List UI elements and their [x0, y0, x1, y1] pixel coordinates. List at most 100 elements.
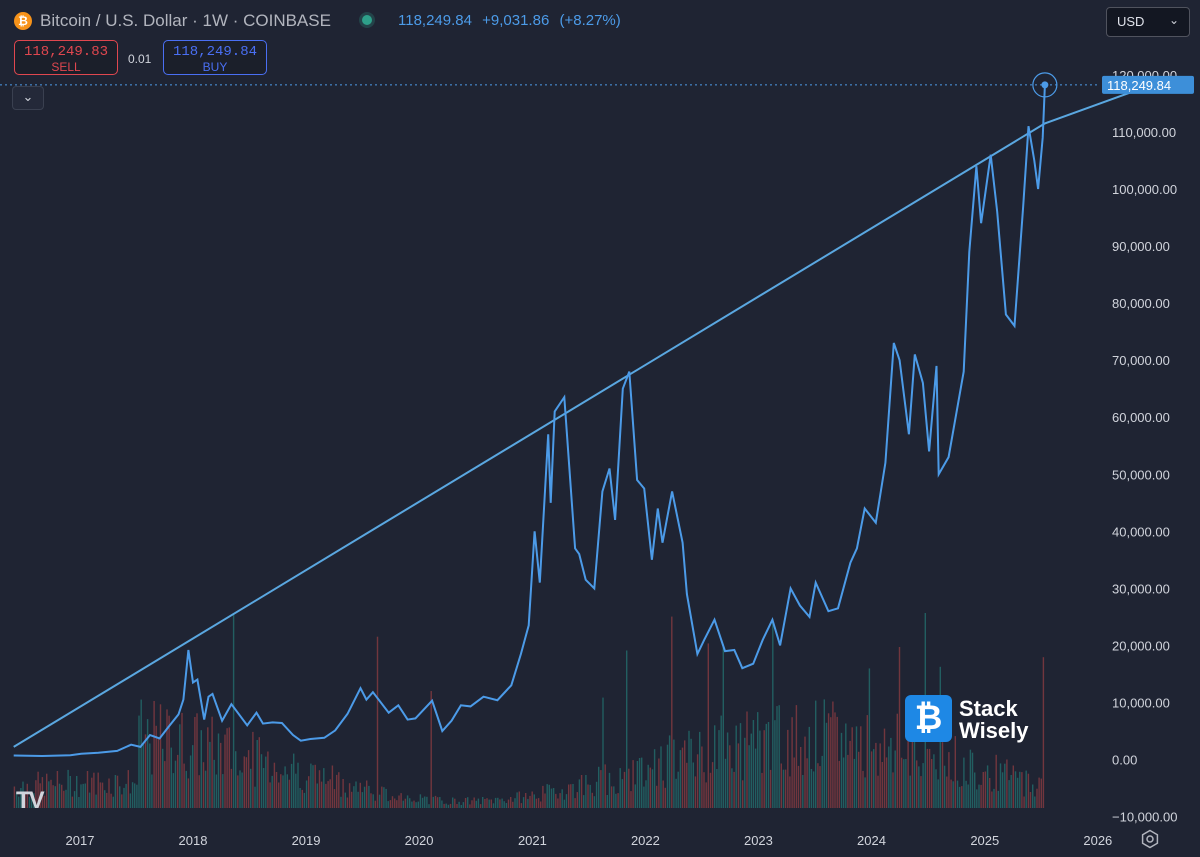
volume-bar: [1042, 657, 1045, 808]
volume-bar: [909, 775, 911, 808]
currency-select[interactable]: USD ⌄: [1106, 7, 1190, 37]
symbol-title[interactable]: Bitcoin / U.S. Dollar · 1W · COINBASE: [40, 11, 331, 30]
volume-bar: [308, 776, 310, 808]
x-tick-label: 2020: [405, 833, 434, 848]
volume-bar: [54, 786, 56, 808]
volume-bar: [1012, 765, 1014, 808]
x-tick-label: 2018: [179, 833, 208, 848]
volume-bar: [574, 798, 576, 808]
volume-bar: [213, 759, 215, 808]
volume-bar: [316, 783, 318, 808]
volume-bar: [563, 799, 566, 808]
volume-bar: [986, 765, 989, 808]
trendline[interactable]: [13, 83, 1155, 748]
volume-bar: [903, 759, 905, 808]
volume-bar: [989, 778, 991, 808]
volume-bar: [230, 768, 233, 808]
volume-bar: [576, 792, 578, 808]
volume-bar: [952, 781, 954, 808]
volume-bar: [615, 793, 617, 808]
volume-bar: [898, 647, 901, 808]
volume-bar: [847, 754, 849, 808]
volume-bar: [196, 713, 198, 808]
volume-bar: [101, 782, 104, 808]
settings-gear-icon[interactable]: [1140, 829, 1160, 849]
volume-bar: [88, 792, 91, 808]
volume-bar: [999, 763, 1002, 808]
volume-bar: [467, 797, 469, 808]
volume-bar: [63, 790, 65, 808]
volume-bar: [1034, 796, 1036, 808]
volume-bar: [351, 791, 353, 808]
volume-bar: [488, 799, 490, 808]
volume-bar: [1014, 771, 1017, 808]
volume-bar: [864, 777, 866, 808]
volume-bar: [830, 717, 832, 808]
volume-bar: [166, 709, 168, 808]
volume-bar: [69, 776, 71, 808]
volume-bar: [628, 768, 630, 808]
volume-bar: [877, 775, 879, 808]
volume-bar: [782, 769, 785, 808]
buy-button[interactable]: 118,249.84 BUY: [163, 40, 267, 75]
volume-bar: [490, 799, 492, 808]
volume-bar: [428, 804, 430, 808]
volume-bar: [82, 783, 84, 808]
volume-bar: [104, 790, 106, 808]
volume-bar: [189, 755, 192, 808]
volume-bar: [967, 784, 969, 808]
x-tick-label: 2025: [970, 833, 999, 848]
volume-bar: [765, 723, 767, 808]
volume-bar: [406, 795, 409, 808]
volume-bar: [108, 778, 110, 808]
volume-bar: [505, 803, 508, 808]
volume-bar: [1016, 777, 1019, 808]
volume-bar: [271, 775, 273, 808]
volume-bar: [252, 731, 254, 808]
volume-bar: [881, 762, 883, 808]
collapse-legend-button[interactable]: ⌄: [12, 86, 44, 110]
volume-bar: [144, 734, 147, 808]
volume-bar: [318, 770, 321, 808]
volume-bar: [80, 784, 82, 808]
volume-bar: [692, 762, 694, 808]
last-price-label: 118,249.84: [1102, 75, 1194, 94]
volume-bar: [71, 796, 74, 808]
volume-bar: [815, 700, 817, 808]
volume-bar: [602, 697, 604, 808]
tradingview-logo-icon[interactable]: TV: [16, 787, 45, 814]
volume-bar: [456, 804, 458, 808]
volume-bar: [525, 793, 527, 808]
volume-bar: [355, 781, 357, 808]
volume-bar: [699, 731, 701, 808]
volume-bar: [836, 716, 838, 808]
volume-bar: [1038, 777, 1040, 808]
volume-bar: [265, 756, 267, 808]
sell-button[interactable]: 118,249.83 SELL: [14, 40, 118, 75]
volume-bar: [722, 644, 724, 808]
volume-bar: [114, 775, 117, 808]
volume-bar: [417, 801, 419, 808]
volume-bar: [744, 737, 746, 808]
volume-bar: [808, 726, 810, 808]
volume-bar: [705, 782, 707, 808]
volume-bar: [477, 798, 480, 808]
volume-bar: [651, 769, 654, 808]
volume-bar: [222, 774, 224, 808]
volume-bar: [471, 800, 473, 808]
brand-name: Stack Wisely: [959, 698, 1029, 742]
volume-bar: [759, 730, 761, 808]
volume-bar: [1040, 778, 1042, 808]
volume-bar: [950, 779, 952, 808]
volume-bar: [486, 798, 488, 808]
volume-bar: [774, 720, 776, 808]
sell-label: SELL: [51, 60, 81, 74]
volume-bar: [462, 802, 465, 808]
volume-bar: [50, 779, 52, 808]
volume-bar: [971, 752, 974, 808]
volume-bar: [1032, 784, 1034, 808]
volume-bar: [359, 782, 361, 808]
volume-bar: [675, 778, 677, 808]
volume-bar: [434, 795, 437, 808]
